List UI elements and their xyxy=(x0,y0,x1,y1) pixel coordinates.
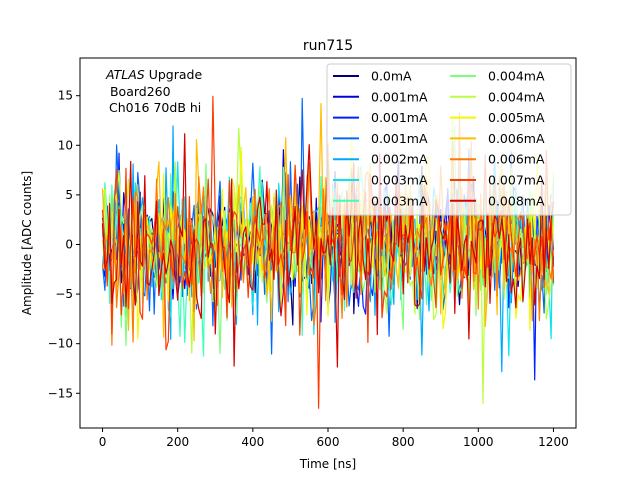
legend: 0.0mA 0.001mA 0.001mA 0.001mA 0.002mA 0.003mA… xyxy=(326,63,572,216)
legend-label: 0.008mA xyxy=(488,193,545,208)
legend-label: 0.006mA xyxy=(488,152,545,167)
legend-label: 0.007mA xyxy=(488,173,545,188)
legend-label: 0.004mA xyxy=(488,89,545,104)
legend-item: 0.006mA xyxy=(450,152,545,167)
x-tick-label: 400 xyxy=(241,435,264,449)
legend-item: 0.0mA xyxy=(333,69,412,84)
y-axis: −15 −10 −5 0 5 10 15 xyxy=(48,89,80,400)
x-tick-label: 0 xyxy=(99,435,107,449)
chart-title: run715 xyxy=(303,38,353,54)
legend-label: 0.001mA xyxy=(371,89,428,104)
legend-item: 0.006mA xyxy=(450,131,545,146)
x-tick-label: 1000 xyxy=(463,435,494,449)
series-line xyxy=(101,133,555,368)
legend-label: 0.0mA xyxy=(371,69,412,84)
x-tick-label: 1200 xyxy=(538,435,569,449)
annotation-line-3: Ch016 70dB hi xyxy=(109,100,201,115)
legend-label: 0.006mA xyxy=(488,131,545,146)
legend-label: 0.002mA xyxy=(371,152,428,167)
legend-item: 0.004mA xyxy=(450,69,545,84)
legend-item: 0.008mA xyxy=(450,193,545,208)
atlas-label: ATLAS xyxy=(105,67,145,82)
x-tick-label: 600 xyxy=(317,435,340,449)
upgrade-label: Upgrade xyxy=(145,67,203,82)
x-tick-label: 200 xyxy=(166,435,189,449)
legend-item: 0.003mA xyxy=(333,193,428,208)
annotation-line-2: Board260 xyxy=(106,84,171,99)
legend-item: 0.005mA xyxy=(450,110,545,125)
legend-label: 0.004mA xyxy=(488,69,545,84)
annotation: ATLAS Upgrade Board260 Ch016 70dB hi xyxy=(105,67,202,115)
legend-item: 0.003mA xyxy=(333,173,428,188)
legend-label: 0.001mA xyxy=(371,110,428,125)
legend-item: 0.004mA xyxy=(450,89,545,104)
y-tick-label: −10 xyxy=(48,337,73,351)
legend-item: 0.007mA xyxy=(450,173,545,188)
y-tick-label: −5 xyxy=(55,287,73,301)
legend-item: 0.001mA xyxy=(333,131,428,146)
x-axis-label: Time [ns] xyxy=(299,457,356,471)
y-tick-label: 0 xyxy=(65,237,73,251)
y-tick-label: −15 xyxy=(48,386,73,400)
annotation-line-1: ATLAS Upgrade xyxy=(105,67,202,82)
y-tick-label: 5 xyxy=(65,188,73,202)
y-tick-label: 10 xyxy=(58,138,73,152)
x-tick-label: 800 xyxy=(392,435,415,449)
legend-label: 0.003mA xyxy=(371,193,428,208)
y-axis-label: Amplitude [ADC counts] xyxy=(20,171,34,315)
legend-item: 0.002mA xyxy=(333,152,428,167)
y-tick-label: 15 xyxy=(58,89,73,103)
legend-item: 0.001mA xyxy=(333,89,428,104)
legend-label: 0.001mA xyxy=(371,131,428,146)
legend-frame xyxy=(326,63,572,216)
x-axis: 0 200 400 600 800 1000 1200 xyxy=(99,428,569,449)
legend-label: 0.003mA xyxy=(371,173,428,188)
legend-item: 0.001mA xyxy=(333,110,428,125)
legend-label: 0.005mA xyxy=(488,110,545,125)
